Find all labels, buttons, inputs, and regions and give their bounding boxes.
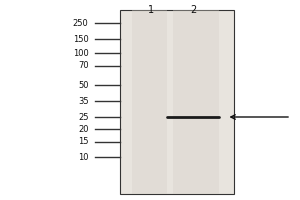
Text: 25: 25 bbox=[78, 112, 88, 121]
Text: 1: 1 bbox=[148, 5, 154, 15]
Text: 2: 2 bbox=[190, 5, 196, 15]
Text: 70: 70 bbox=[78, 62, 88, 71]
Bar bbox=[132, 10, 166, 194]
Text: 35: 35 bbox=[78, 97, 88, 106]
Text: 250: 250 bbox=[73, 19, 88, 27]
Text: 100: 100 bbox=[73, 48, 88, 58]
Text: 20: 20 bbox=[78, 124, 88, 134]
Bar bbox=[172, 10, 219, 194]
Text: 15: 15 bbox=[78, 138, 88, 146]
Bar bbox=[120, 10, 234, 194]
Text: 150: 150 bbox=[73, 34, 88, 44]
Text: 10: 10 bbox=[78, 153, 88, 162]
Text: 50: 50 bbox=[78, 81, 88, 90]
